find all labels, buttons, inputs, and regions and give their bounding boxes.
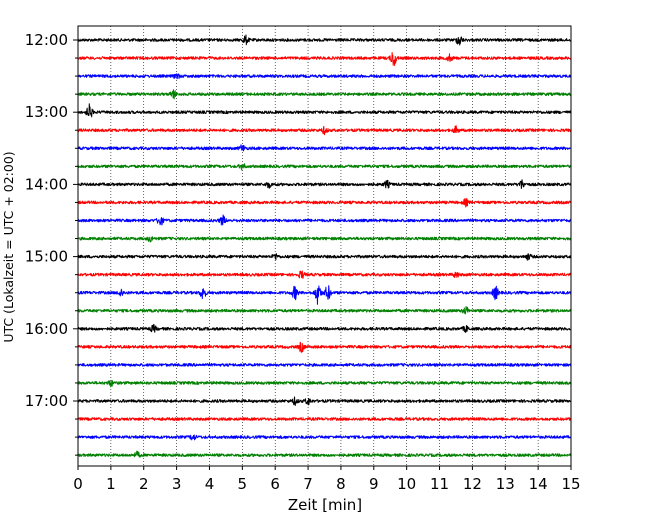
x-tick-label: 12: [463, 475, 482, 493]
x-tick-label: 2: [139, 475, 149, 493]
seismic-trace-1515: [77, 270, 572, 279]
seismic-trace-1215: [77, 52, 572, 66]
x-tick-label: 0: [73, 475, 83, 493]
x-tick-label: 15: [561, 475, 580, 493]
seismic-trace-1445: [77, 236, 572, 243]
y-tick-label: 15:00: [25, 248, 68, 266]
seismic-trace-1630: [77, 363, 572, 367]
x-tick-label: 9: [369, 475, 379, 493]
plot-frame: [77, 25, 572, 467]
seismic-trace-1700: [77, 396, 572, 406]
trace-group: [77, 34, 572, 458]
x-tick-label: 11: [430, 475, 449, 493]
x-tick-label: 6: [270, 475, 280, 493]
seismic-trace-1730: [77, 434, 572, 441]
seismic-trace-1430: [77, 214, 572, 226]
seismic-trace-1200: [77, 34, 572, 46]
x-tick-label: 14: [529, 475, 548, 493]
seismic-trace-1715: [77, 417, 572, 421]
seismic-trace-1300: [77, 103, 572, 118]
x-tick-label: 5: [238, 475, 248, 493]
seismic-trace-1345: [77, 163, 572, 171]
seismic-trace-1645: [77, 379, 572, 388]
x-tick-label: 7: [303, 475, 313, 493]
seismic-trace-1500: [77, 253, 572, 261]
x-tick-label: 1: [106, 475, 116, 493]
y-tick-label: 12:00: [25, 31, 68, 49]
x-axis-title: Zeit [min]: [288, 496, 362, 514]
y-axis: 12:00 13:00 14:00 15:00 16:00 17:00: [25, 31, 78, 456]
y-axis-title: UTC (Lokalzeit = UTC + 02:00): [1, 151, 16, 342]
seismic-trace-1615: [77, 341, 572, 353]
y-tick-label: 17:00: [25, 392, 68, 410]
seismic-trace-1230: [77, 73, 572, 80]
y-tick-label: 16:00: [25, 320, 68, 338]
seismic-trace-1745: [77, 450, 572, 458]
y-tick-label: 14:00: [25, 175, 68, 193]
seismic-trace-1330: [77, 144, 572, 152]
x-tick-label: 10: [397, 475, 416, 493]
seismic-trace-1415: [77, 197, 572, 208]
seismic-trace-1530: [77, 285, 572, 305]
x-tick-label: 13: [496, 475, 515, 493]
seismic-trace-1400: [77, 179, 572, 190]
x-tick-label: 8: [336, 475, 346, 493]
y-tick-label: 13:00: [25, 103, 68, 121]
x-axis: 0 1 2 3 4 5 6 7 8 9 10 11 12 13 14 15: [73, 466, 581, 493]
seismic-trace-1315: [77, 125, 572, 136]
x-tick-label: 4: [205, 475, 215, 493]
seismic-trace-1245: [77, 89, 572, 100]
x-tick-label: 3: [172, 475, 182, 493]
vertical-grid: [110, 26, 539, 466]
seismic-trace-1600: [77, 323, 572, 333]
seismic-trace-1545: [77, 305, 572, 315]
